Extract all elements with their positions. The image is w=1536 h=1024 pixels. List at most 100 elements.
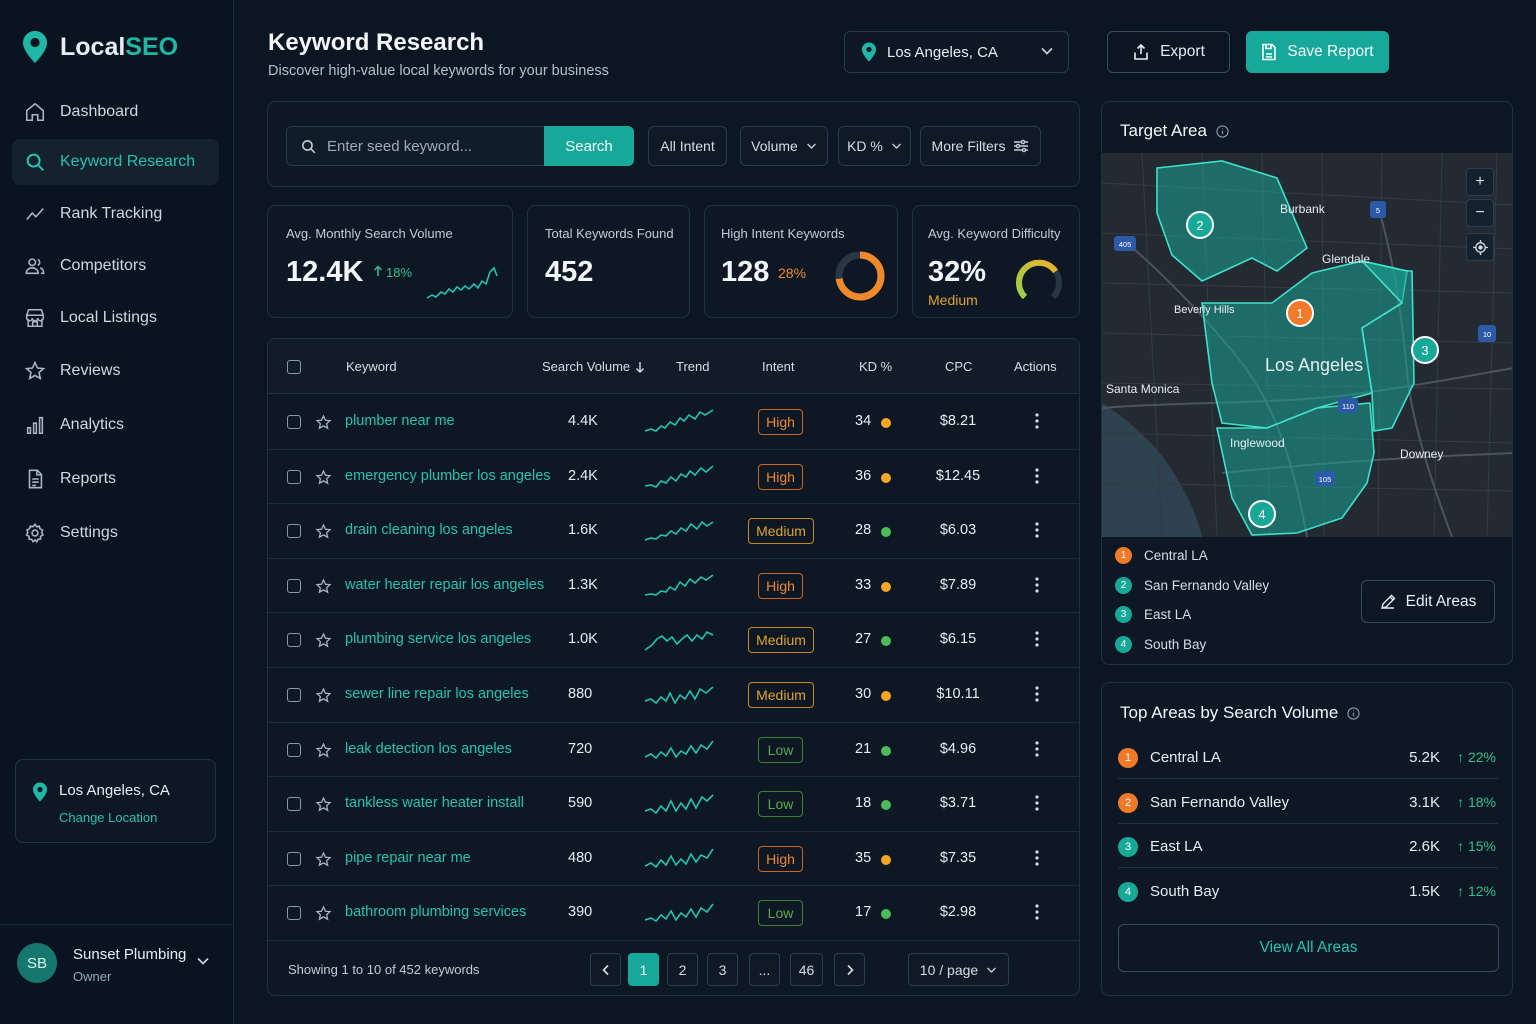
star-icon[interactable] <box>315 796 332 813</box>
star-icon[interactable] <box>315 851 332 868</box>
sidebar-item-reports[interactable]: Reports <box>12 456 219 502</box>
row-checkbox[interactable] <box>287 578 301 593</box>
page-button-3[interactable]: 3 <box>707 953 738 986</box>
row-checkbox[interactable] <box>287 633 301 648</box>
keyword-link[interactable]: tankless water heater install <box>345 795 524 812</box>
per-page-select[interactable]: 10 / page <box>908 953 1009 986</box>
page-button-last[interactable]: 46 <box>790 953 823 986</box>
keyword-link[interactable]: bathroom plumbing services <box>345 904 527 921</box>
area-row[interactable]: 1 Central LA 5.2K ↑ 22% <box>1118 735 1498 779</box>
row-checkbox[interactable] <box>287 906 301 921</box>
column-kd[interactable]: KD % <box>859 359 893 374</box>
info-icon[interactable] <box>1216 124 1229 138</box>
zoom-in-button[interactable]: + <box>1466 168 1494 196</box>
prev-page-button[interactable] <box>590 953 621 986</box>
edit-areas-button[interactable]: Edit Areas <box>1361 580 1495 623</box>
table-row[interactable]: plumber near me 4.4K High 34 $8.21 <box>268 395 1079 450</box>
row-checkbox[interactable] <box>287 851 301 866</box>
filter-intent[interactable]: All Intent <box>648 126 727 166</box>
more-vertical-icon[interactable] <box>1035 413 1039 429</box>
more-vertical-icon[interactable] <box>1035 686 1039 702</box>
area-row[interactable]: 3 East LA 2.6K ↑ 15% <box>1118 824 1498 868</box>
sidebar-item-keyword-research[interactable]: Keyword Research <box>12 139 219 185</box>
keyword-link[interactable]: water heater repair los angeles <box>345 576 545 593</box>
keyword-link[interactable]: plumbing service los angeles <box>345 631 532 648</box>
sidebar-item-reviews[interactable]: Reviews <box>12 348 219 394</box>
sidebar-item-dashboard[interactable]: Dashboard <box>12 89 219 135</box>
page-button-2[interactable]: 2 <box>667 953 698 986</box>
row-checkbox[interactable] <box>287 797 301 812</box>
next-page-button[interactable] <box>834 953 865 986</box>
table-row[interactable]: bathroom plumbing services 390 Low 17 $2.98 <box>268 886 1079 941</box>
marker-2[interactable] <box>1186 211 1214 239</box>
more-vertical-icon[interactable] <box>1035 522 1039 538</box>
row-checkbox[interactable] <box>287 469 301 484</box>
more-vertical-icon[interactable] <box>1035 904 1039 920</box>
locate-button[interactable] <box>1466 233 1494 261</box>
keyword-link[interactable]: sewer line repair los angeles <box>345 686 529 702</box>
table-row[interactable]: sewer line repair los angeles 880 Medium 30… <box>268 668 1079 723</box>
column-cpc[interactable]: CPC <box>945 359 973 374</box>
marker-4[interactable] <box>1248 500 1276 528</box>
filter-more[interactable]: More Filters <box>920 126 1041 166</box>
info-icon[interactable] <box>1347 706 1360 720</box>
table-row[interactable]: tankless water heater install 590 Low 18 $3.… <box>268 777 1079 832</box>
more-vertical-icon[interactable] <box>1035 795 1039 811</box>
area-row[interactable]: 4 South Bay 1.5K ↑ 12% <box>1118 869 1498 913</box>
keyword-link[interactable]: plumber near me <box>345 413 455 429</box>
table-row[interactable]: emergency plumber los angeles 2.4K High 36 $… <box>268 450 1079 505</box>
more-vertical-icon[interactable] <box>1035 740 1039 757</box>
more-vertical-icon[interactable] <box>1035 850 1039 866</box>
save-report-button[interactable]: Save Report <box>1246 31 1389 73</box>
area-row[interactable]: 2 San Fernando Valley 3.1K ↑ 18% <box>1118 780 1498 824</box>
zoom-out-button[interactable]: − <box>1466 199 1494 227</box>
chevron-down-icon[interactable] <box>196 956 210 966</box>
more-vertical-icon[interactable] <box>1035 467 1039 484</box>
filter-kd[interactable]: KD % <box>838 126 911 166</box>
sidebar-item-rank-tracking[interactable]: Rank Tracking <box>12 191 219 237</box>
marker-3[interactable] <box>1411 336 1439 364</box>
sidebar-item-analytics[interactable]: Analytics <box>12 402 219 448</box>
star-icon[interactable] <box>315 523 332 540</box>
table-row[interactable]: pipe repair near me 480 High 35 $7.35 <box>268 832 1079 887</box>
keyword-link[interactable]: drain cleaning los angeles <box>345 522 513 539</box>
table-row[interactable]: leak detection los angeles 720 Low 21 $4.96 <box>268 723 1079 778</box>
more-vertical-icon[interactable] <box>1035 631 1039 647</box>
app-logo[interactable]: LocalSEO <box>22 30 178 64</box>
sidebar-item-competitors[interactable]: Competitors <box>12 243 219 289</box>
sidebar-item-settings[interactable]: Settings <box>12 510 219 556</box>
view-all-areas-button[interactable]: View All Areas <box>1118 924 1499 972</box>
more-vertical-icon[interactable] <box>1035 577 1039 593</box>
row-checkbox[interactable] <box>287 524 301 539</box>
sidebar-item-local-listings[interactable]: Local Listings <box>12 295 219 341</box>
search-button[interactable]: Search <box>544 126 634 166</box>
star-icon[interactable] <box>315 469 332 486</box>
target-area-map[interactable]: Burbank Glendale Beverly Hills Los Angel… <box>1102 153 1513 537</box>
table-row[interactable]: plumbing service los angeles 1.0K Medium 27… <box>268 613 1079 668</box>
user-menu[interactable]: SB Sunset Plumbing Owner <box>0 924 234 1024</box>
row-checkbox[interactable] <box>287 688 301 702</box>
table-row[interactable]: drain cleaning los angeles 1.6K Medium 28 $6… <box>268 504 1079 559</box>
area-number-badge: 3 <box>1118 837 1138 857</box>
star-icon[interactable] <box>315 687 332 704</box>
marker-1[interactable] <box>1286 299 1314 327</box>
star-icon[interactable] <box>315 578 332 595</box>
keyword-link[interactable]: pipe repair near me <box>345 849 471 866</box>
change-location-link[interactable]: Change Location <box>59 810 158 825</box>
star-icon[interactable] <box>315 905 332 922</box>
keyword-link[interactable]: emergency plumber los angeles <box>345 467 551 484</box>
star-icon[interactable] <box>315 742 332 759</box>
select-all-checkbox[interactable] <box>287 360 301 374</box>
row-checkbox[interactable] <box>287 415 301 429</box>
location-select[interactable]: Los Angeles, CA <box>844 31 1069 73</box>
row-checkbox[interactable] <box>287 742 301 757</box>
column-search-volume[interactable]: Search Volume <box>542 359 645 374</box>
column-keyword[interactable]: Keyword <box>346 359 397 374</box>
export-button[interactable]: Export <box>1107 31 1230 73</box>
table-row[interactable]: water heater repair los angeles 1.3K High 3… <box>268 559 1079 614</box>
filter-volume[interactable]: Volume <box>740 126 828 166</box>
page-button-1[interactable]: 1 <box>628 953 659 986</box>
star-icon[interactable] <box>315 632 332 649</box>
keyword-link[interactable]: leak detection los angeles <box>345 740 512 757</box>
star-icon[interactable] <box>315 414 332 431</box>
